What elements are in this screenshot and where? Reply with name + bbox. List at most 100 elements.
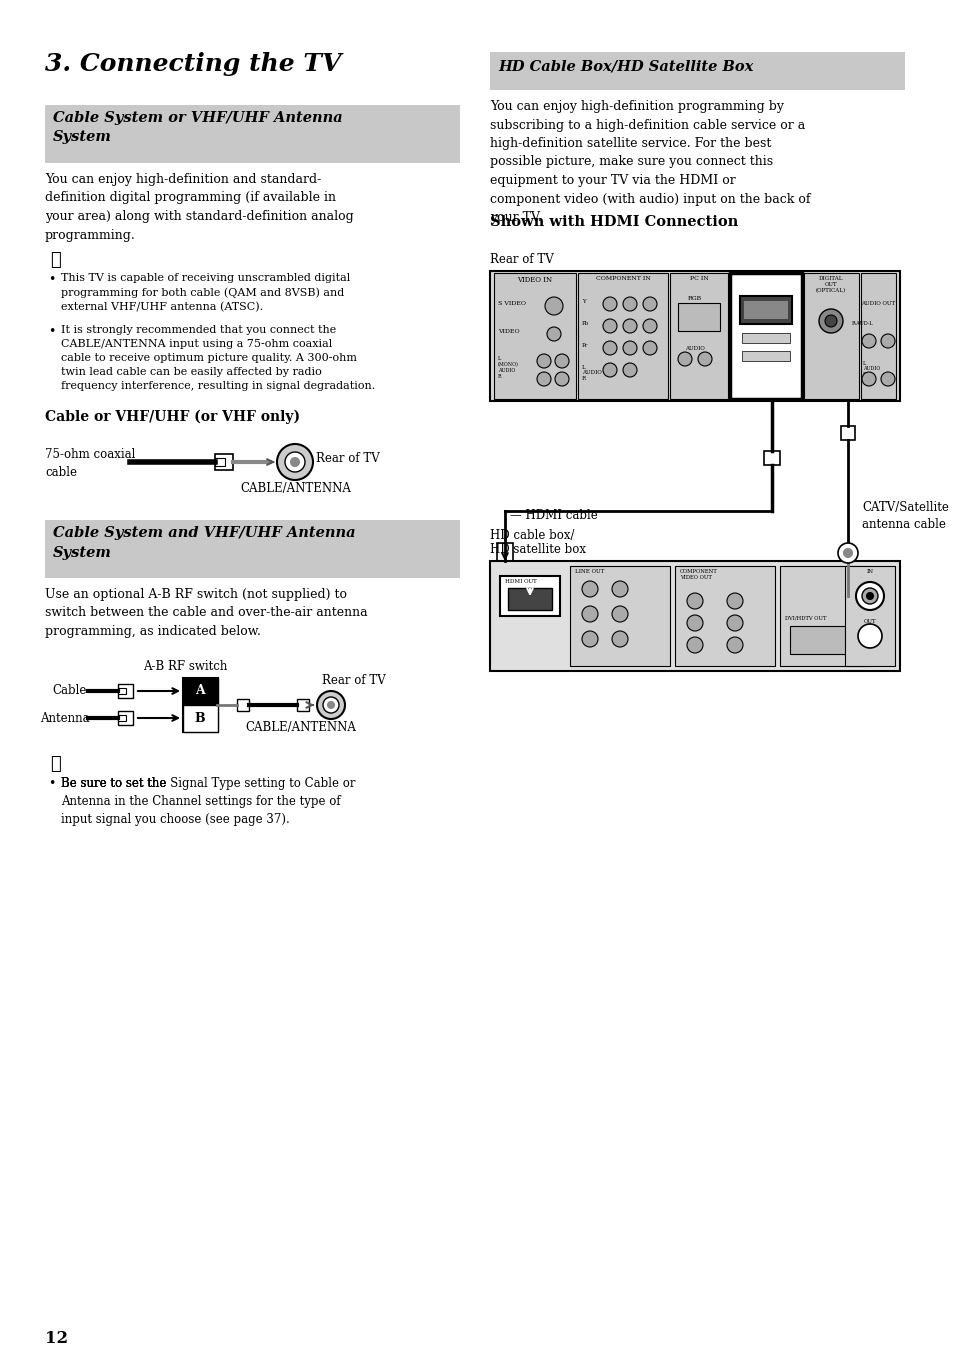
Bar (118, 715, 126, 721)
Text: L
(MONO)
AUDIO
R: L (MONO) AUDIO R (497, 357, 518, 378)
Text: COMPONENT
VIDEO OUT: COMPONENT VIDEO OUT (679, 570, 717, 580)
Circle shape (698, 353, 711, 366)
Text: HD Cable Box/HD Satellite Box: HD Cable Box/HD Satellite Box (497, 60, 753, 73)
Circle shape (622, 319, 637, 334)
Text: Be sure to set the Signal Type setting to Cable or
Antenna in the Channel settin: Be sure to set the Signal Type setting t… (61, 777, 355, 826)
Text: COMPONENT IN: COMPONENT IN (595, 277, 650, 281)
Text: Antenna: Antenna (40, 712, 90, 724)
Circle shape (862, 334, 875, 348)
Circle shape (726, 593, 742, 609)
Bar (497, 542, 513, 561)
Bar (741, 351, 789, 361)
Text: PC IN: PC IN (689, 277, 708, 281)
Bar (578, 273, 667, 399)
Circle shape (726, 637, 742, 654)
Bar (569, 565, 669, 666)
Text: VIDEO IN: VIDEO IN (517, 277, 552, 283)
Circle shape (857, 624, 882, 648)
Circle shape (824, 315, 836, 327)
Circle shape (866, 593, 872, 599)
Text: Pb: Pb (581, 321, 589, 325)
Circle shape (686, 593, 702, 609)
Text: HDMI OUT: HDMI OUT (504, 579, 537, 584)
Text: DIGITAL
OUT
(OPTICAL): DIGITAL OUT (OPTICAL) (815, 277, 845, 293)
Text: 12: 12 (45, 1330, 68, 1347)
Bar (45, 519, 459, 578)
Circle shape (555, 354, 568, 367)
Text: 2: 2 (791, 289, 795, 294)
Bar (740, 296, 791, 324)
Bar (675, 565, 774, 666)
Text: AUDIO: AUDIO (684, 346, 704, 351)
Circle shape (602, 319, 617, 334)
Circle shape (316, 692, 345, 719)
Text: 75-ohm coaxial
cable: 75-ohm coaxial cable (45, 447, 135, 479)
Circle shape (328, 702, 334, 708)
Text: •: • (48, 777, 55, 791)
Bar (499, 576, 559, 616)
Circle shape (837, 542, 857, 563)
Bar (861, 273, 895, 399)
Circle shape (285, 452, 305, 472)
Bar (296, 698, 309, 711)
Text: CABLE/ANTENNA: CABLE/ANTENNA (245, 721, 355, 734)
Circle shape (855, 582, 883, 610)
Text: L
AUDIO
R: L AUDIO R (581, 365, 601, 381)
Text: 1: 1 (738, 289, 740, 294)
Circle shape (843, 549, 851, 557)
Circle shape (323, 697, 338, 713)
Text: HD satellite box: HD satellite box (490, 542, 585, 556)
Circle shape (544, 297, 562, 315)
Circle shape (642, 319, 657, 334)
Circle shape (546, 327, 560, 340)
Text: Cable or VHF/UHF (or VHF only): Cable or VHF/UHF (or VHF only) (45, 410, 300, 424)
Circle shape (602, 363, 617, 377)
Bar (669, 273, 727, 399)
Circle shape (686, 616, 702, 631)
Bar (490, 52, 904, 89)
Circle shape (726, 616, 742, 631)
Text: OUT: OUT (862, 618, 876, 624)
Text: It is strongly recommended that you connect the
CABLE/ANTENNA input using a 75-o: It is strongly recommended that you conn… (61, 325, 375, 391)
Circle shape (612, 580, 627, 597)
Text: ✎: ✎ (50, 251, 61, 268)
Bar (183, 705, 218, 732)
Bar (490, 271, 899, 401)
Bar (841, 426, 854, 439)
Bar (507, 589, 552, 610)
Text: HDMI IN: HDMI IN (747, 277, 783, 283)
Text: Shown with HDMI Connection: Shown with HDMI Connection (490, 216, 738, 229)
Circle shape (581, 606, 598, 622)
Circle shape (581, 631, 598, 647)
Bar (45, 104, 459, 163)
Circle shape (622, 340, 637, 355)
Bar (803, 273, 858, 399)
Text: DVI/HDTV OUT: DVI/HDTV OUT (784, 616, 825, 621)
Bar (118, 687, 126, 694)
Circle shape (642, 340, 657, 355)
Circle shape (602, 297, 617, 311)
Text: Be sure to set the: Be sure to set the (61, 777, 170, 791)
Text: HD cable box/: HD cable box/ (490, 529, 574, 542)
Bar (780, 565, 869, 666)
Text: 3: 3 (738, 334, 740, 338)
Text: 4: 4 (791, 334, 795, 338)
Text: LINE OUT: LINE OUT (575, 570, 603, 574)
Text: Rear of TV: Rear of TV (315, 452, 379, 465)
Text: Y: Y (581, 300, 585, 304)
Text: •: • (48, 273, 55, 286)
Circle shape (678, 353, 691, 366)
Circle shape (642, 297, 657, 311)
Bar (789, 626, 857, 654)
Text: Be sure to set the: Be sure to set the (61, 777, 170, 791)
Circle shape (880, 372, 894, 386)
Text: A: A (195, 685, 205, 697)
Circle shape (291, 458, 298, 466)
Text: You can enjoy high-definition and standard-
definition digital programming (if a: You can enjoy high-definition and standa… (45, 174, 354, 241)
Text: 3. Connecting the TV: 3. Connecting the TV (45, 52, 341, 76)
Circle shape (622, 363, 637, 377)
Text: Use an optional A-B RF switch (not supplied) to
switch between the cable and ove: Use an optional A-B RF switch (not suppl… (45, 589, 367, 639)
Bar (183, 678, 218, 705)
Circle shape (818, 309, 842, 334)
Text: VIDEO: VIDEO (497, 330, 519, 334)
